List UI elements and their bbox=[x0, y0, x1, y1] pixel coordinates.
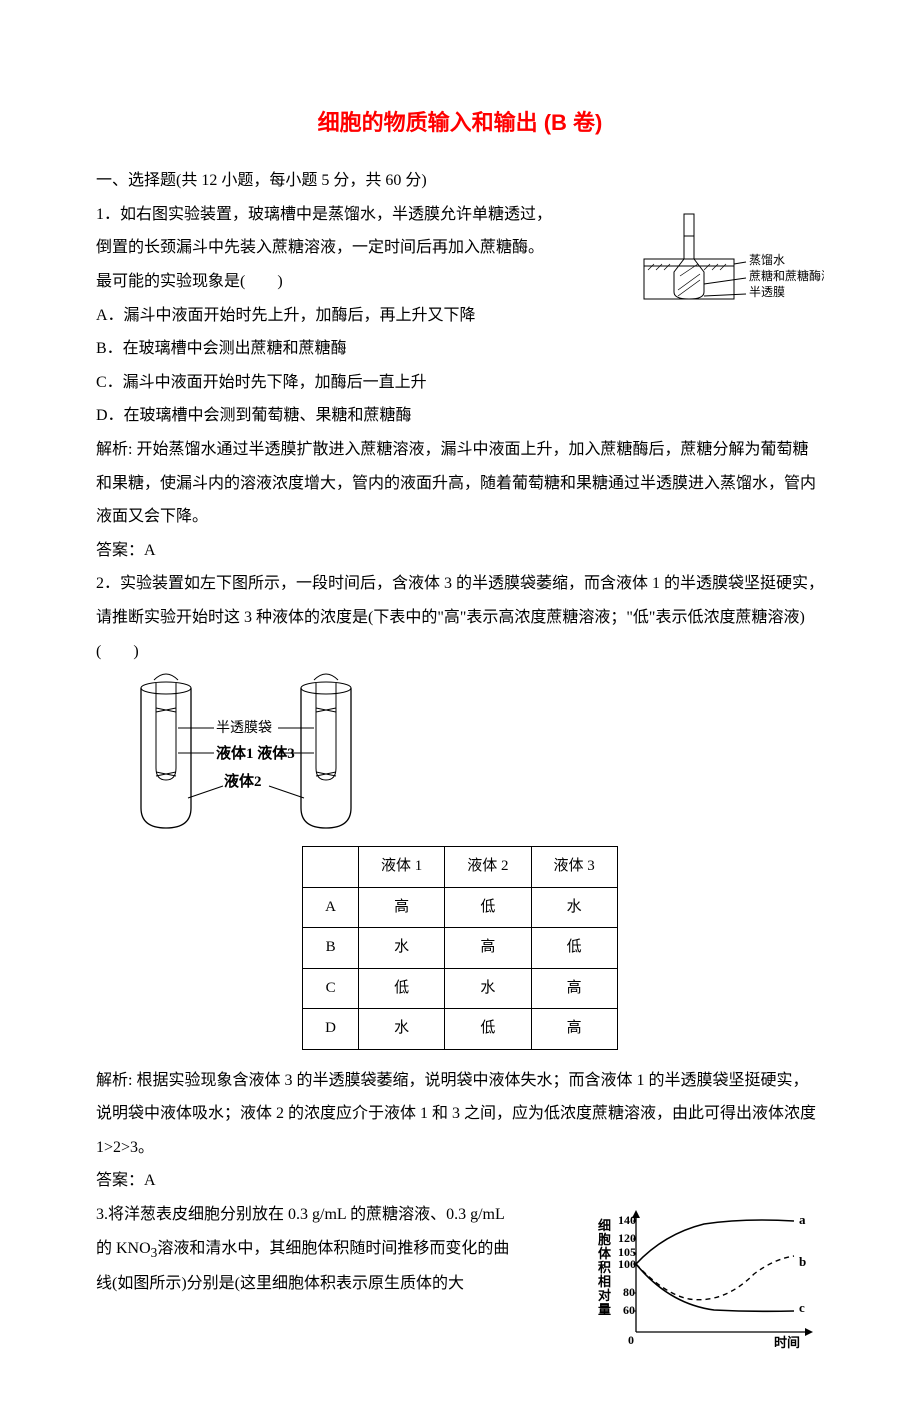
svg-text:80: 80 bbox=[623, 1285, 635, 1299]
svg-text:60: 60 bbox=[623, 1303, 635, 1317]
q1-analysis: 解析: 开始蒸馏水通过半透膜扩散进入蔗糖溶液，漏斗中液面上升，加入蔗糖酶后，蔗糖… bbox=[96, 433, 824, 534]
svg-text:0: 0 bbox=[628, 1333, 634, 1347]
table-cell: A bbox=[303, 887, 359, 928]
svg-text:相: 相 bbox=[598, 1274, 611, 1289]
question-3: 140 120 105 100 80 60 0 细 胞 体 积 相 对 bbox=[96, 1198, 824, 1360]
table-cell: 高 bbox=[445, 928, 531, 969]
q2-answer: 答案：A bbox=[96, 1164, 824, 1198]
table-cell: 水 bbox=[359, 1009, 445, 1050]
table-cell: 高 bbox=[531, 1009, 617, 1050]
label-l2: 液体2 bbox=[224, 772, 262, 790]
label-sucrose: 蔗糖和蔗糖酶液 bbox=[749, 268, 824, 283]
table-cell: 液体 3 bbox=[531, 847, 617, 888]
table-cell: 液体 1 bbox=[359, 847, 445, 888]
q2-figure: 半透膜袋 液体1 液体3 液体2 bbox=[96, 668, 824, 838]
table-cell: 低 bbox=[531, 928, 617, 969]
q2-analysis: 解析: 根据实验现象含液体 3 的半透膜袋萎缩，说明袋中液体失水；而含液体 1 … bbox=[96, 1064, 824, 1165]
table-cell: 低 bbox=[445, 1009, 531, 1050]
svg-text:120: 120 bbox=[618, 1231, 636, 1245]
svg-text:量: 量 bbox=[598, 1302, 611, 1317]
label-l3: 液体3 bbox=[257, 744, 295, 762]
q2-table: 液体 1 液体 2 液体 3 A 高 低 水 B 水 高 低 C 低 水 高 bbox=[302, 846, 618, 1050]
question-1: 蒸馏水 蔗糖和蔗糖酶液 半透膜 1．如右图实验装置，玻璃槽中是蒸馏水，半透膜允许… bbox=[96, 198, 824, 568]
xlabel: 时间 bbox=[774, 1335, 800, 1350]
table-row: C 低 水 高 bbox=[303, 968, 618, 1009]
q1-option: C．漏斗中液面开始时先下降，加酶后一直上升 bbox=[96, 366, 824, 400]
svg-text:液体1 液体3: 液体1 液体3 bbox=[216, 744, 295, 762]
table-cell bbox=[303, 847, 359, 888]
q1-option: B．在玻璃槽中会测出蔗糖和蔗糖酶 bbox=[96, 332, 824, 366]
series-a: a bbox=[799, 1212, 806, 1227]
table-cell: 液体 2 bbox=[445, 847, 531, 888]
section-heading: 一、选择题(共 12 小题，每小题 5 分，共 60 分) bbox=[96, 164, 824, 198]
table-cell: D bbox=[303, 1009, 359, 1050]
table-cell: 水 bbox=[445, 968, 531, 1009]
q1-answer: 答案：A bbox=[96, 534, 824, 568]
table-cell: 高 bbox=[531, 968, 617, 1009]
q2-stem: 2．实验装置如左下图所示，一段时间后，含液体 3 的半透膜袋萎缩，而含液体 1 … bbox=[96, 567, 824, 668]
series-c: c bbox=[799, 1300, 805, 1315]
table-cell: B bbox=[303, 928, 359, 969]
svg-text:胞: 胞 bbox=[597, 1232, 611, 1247]
svg-text:积: 积 bbox=[598, 1260, 611, 1275]
table-cell: 高 bbox=[359, 887, 445, 928]
label-membrane: 半透膜 bbox=[749, 285, 785, 299]
q1-figure: 蒸馏水 蔗糖和蔗糖酶液 半透膜 bbox=[634, 204, 824, 314]
series-b: b bbox=[799, 1254, 806, 1269]
page-title: 细胞的物质输入和输出 (B 卷) bbox=[96, 100, 824, 146]
table-cell: 低 bbox=[359, 968, 445, 1009]
table-cell: C bbox=[303, 968, 359, 1009]
q1-option: D．在玻璃槽中会测到葡萄糖、果糖和蔗糖酶 bbox=[96, 399, 824, 433]
table-cell: 水 bbox=[531, 887, 617, 928]
table-row: A 高 低 水 bbox=[303, 887, 618, 928]
question-2: 2．实验装置如左下图所示，一段时间后，含液体 3 的半透膜袋萎缩，而含液体 1 … bbox=[96, 567, 824, 1198]
svg-text:对: 对 bbox=[598, 1288, 611, 1303]
label-bag: 半透膜袋 bbox=[216, 720, 272, 736]
table-cell: 水 bbox=[359, 928, 445, 969]
label-l1: 液体1 bbox=[216, 744, 254, 762]
label-water: 蒸馏水 bbox=[749, 253, 785, 267]
svg-text:140: 140 bbox=[618, 1213, 636, 1227]
q3-chart: 140 120 105 100 80 60 0 细 胞 体 积 相 对 bbox=[594, 1204, 824, 1354]
svg-text:体: 体 bbox=[598, 1246, 612, 1261]
table-row: 液体 1 液体 2 液体 3 bbox=[303, 847, 618, 888]
table-row: D 水 低 高 bbox=[303, 1009, 618, 1050]
table-cell: 低 bbox=[445, 887, 531, 928]
svg-text:细: 细 bbox=[598, 1218, 611, 1233]
table-row: B 水 高 低 bbox=[303, 928, 618, 969]
